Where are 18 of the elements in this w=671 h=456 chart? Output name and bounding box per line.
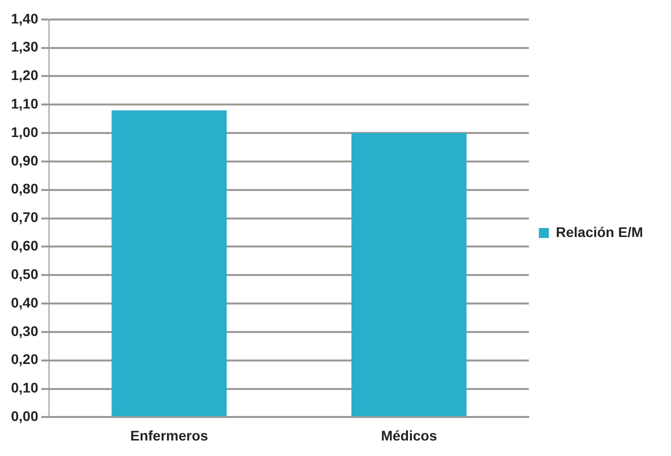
y-tick-label: 0,20 <box>11 351 38 368</box>
y-tick-label: 0,70 <box>11 209 38 226</box>
y-tick-label: 1,30 <box>11 38 38 55</box>
y-tick-label: 0,30 <box>11 322 38 339</box>
legend-label: Relación E/M <box>556 224 644 240</box>
y-tick-label: 0,10 <box>11 380 38 396</box>
y-tick-label: 0,60 <box>11 238 38 254</box>
y-tick-label: 1,00 <box>11 124 38 140</box>
y-tick-label: 0,50 <box>11 266 38 282</box>
y-tick-label: 1,40 <box>11 10 38 26</box>
y-tick-label: 1,10 <box>11 96 38 112</box>
y-tick-label: 0,90 <box>11 152 38 168</box>
y-tick-label: 1,20 <box>11 67 38 84</box>
x-tick-label: Enfermeros <box>130 427 208 444</box>
y-tick-label: 0,80 <box>11 180 38 197</box>
y-tick-label: 0,00 <box>11 408 38 424</box>
x-tick-label: Médicos <box>380 427 438 444</box>
y-tick-label: 0,40 <box>11 294 38 310</box>
